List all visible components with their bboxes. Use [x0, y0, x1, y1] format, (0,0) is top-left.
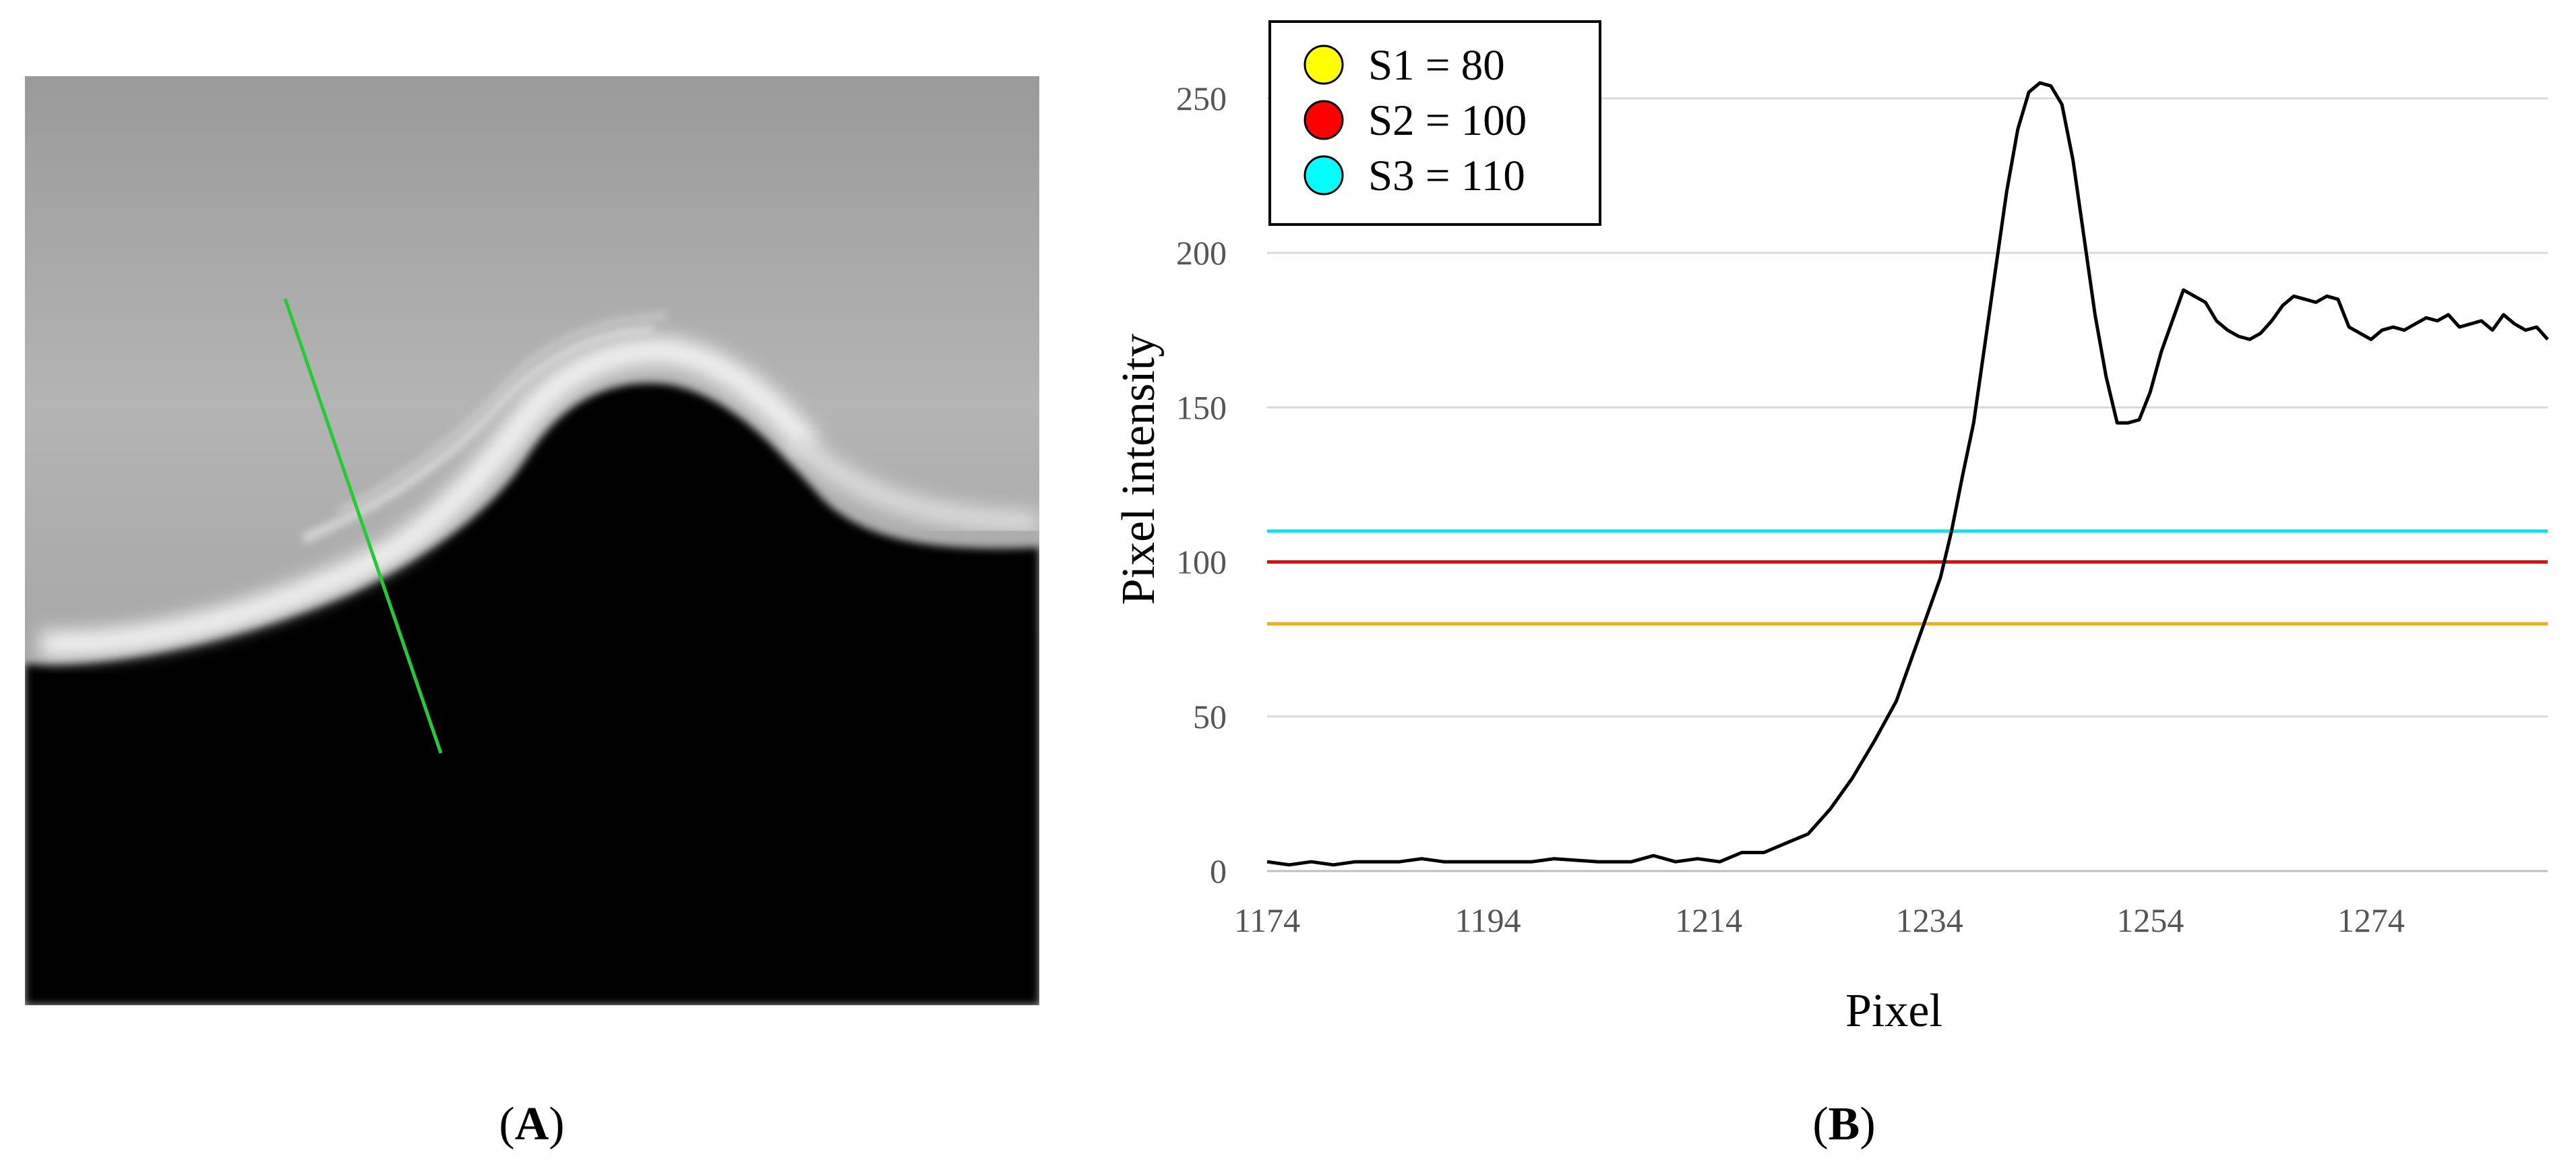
panel-label-b: (B)	[1812, 1098, 1875, 1150]
y-tick-label: 250	[1176, 80, 1227, 117]
x-tick-label: 1274	[2337, 901, 2405, 939]
legend-marker	[1304, 100, 1344, 140]
legend-entry-label: S1 = 80	[1368, 41, 1505, 90]
y-tick-labels: 0 50 100 150 200 250	[1176, 80, 1227, 890]
panel-label-a: (A)	[499, 1098, 564, 1150]
x-axis-title: Pixel	[1845, 985, 1942, 1037]
legend-entry-label: S3 = 110	[1368, 152, 1525, 200]
edge-halo-outer-2	[335, 313, 668, 516]
x-tick-label: 1214	[1675, 901, 1742, 939]
y-tick-label: 150	[1176, 388, 1227, 426]
threshold-lines	[1267, 529, 2548, 626]
profile-line	[283, 298, 443, 754]
y-axis-title: Pixel intensity	[1113, 334, 1165, 605]
y-tick-label: 100	[1176, 543, 1227, 581]
x-tick-label: 1254	[2116, 901, 2184, 939]
right-halo	[788, 431, 1039, 533]
microscope-image-panel	[25, 76, 1039, 1005]
edge-halo-outer	[301, 326, 654, 544]
legend-marker	[1304, 155, 1344, 196]
intensity-series-line	[1266, 81, 2549, 867]
dark-sample-region	[25, 383, 1039, 1005]
y-tick-label: 50	[1193, 698, 1227, 736]
legend-entry-label: S2 = 100	[1368, 96, 1527, 145]
x-tick-label: 1194	[1455, 901, 1521, 939]
x-tick-labels: 1174 1194 1214 1234 1254 1274	[1234, 901, 2405, 939]
x-tick-label: 1174	[1234, 901, 1300, 939]
legend-marker	[1304, 44, 1344, 85]
legend: S1 = 80 S2 = 100 S3 = 110	[1268, 20, 1601, 226]
y-tick-label: 200	[1176, 234, 1227, 272]
edge-halo	[40, 337, 819, 657]
y-tick-label: 0	[1210, 852, 1227, 890]
intensity-chart: 0 50 100 150 200 250 1174 1194 1214 1234 1254 1274…	[1113, 20, 2549, 1037]
x-tick-label: 1234	[1896, 901, 1963, 939]
